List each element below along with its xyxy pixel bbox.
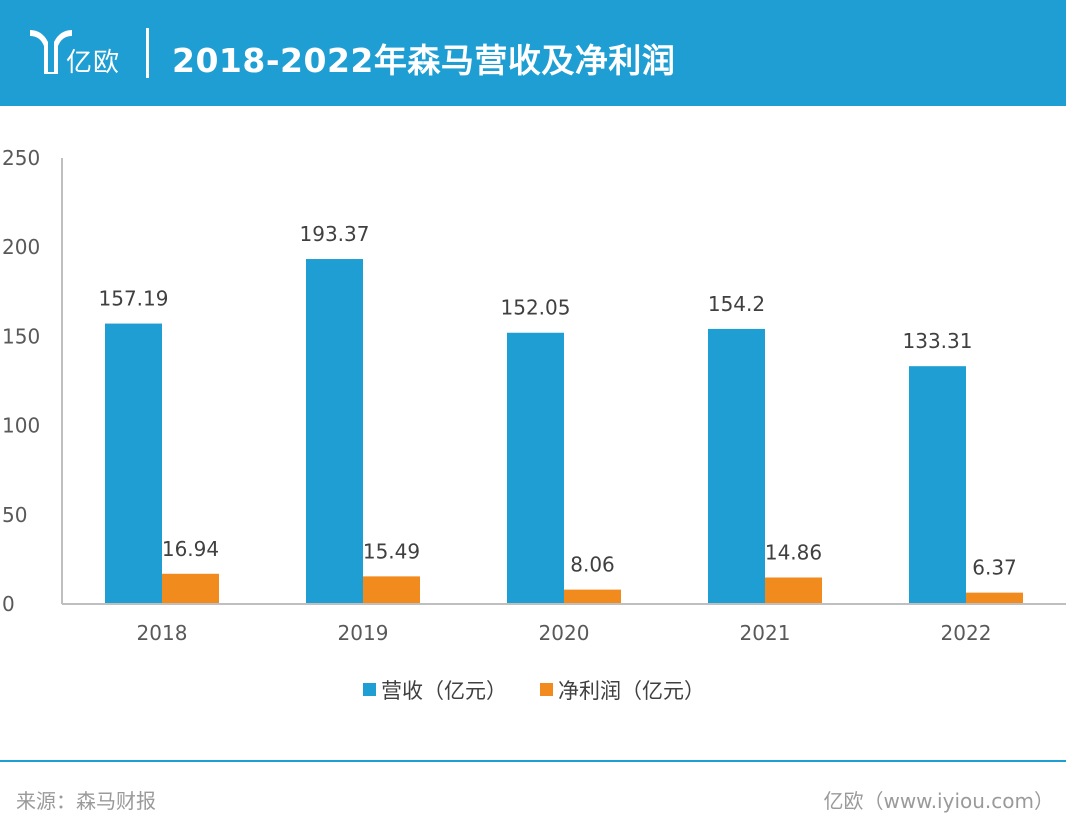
header-divider [146,28,149,78]
revenue-bar [507,332,564,604]
footer-divider [0,760,1066,762]
x-tick-label: 2020 [539,621,590,645]
site-credit: 亿欧（www.iyiou.com） [823,789,1054,813]
legend-label-revenue: 营收（亿元） [381,679,507,703]
y-tick-label: 200 [2,235,40,259]
revenue-bar [909,366,966,604]
revenue-bar [708,328,765,604]
y-tick-label: 100 [2,414,40,438]
profit-bar [564,589,621,604]
revenue-bar [105,323,162,604]
legend-swatch-revenue [363,683,376,696]
revenue-data-label: 133.31 [903,329,973,353]
source-note: 来源：森马财报 [16,789,156,813]
profit-bar [162,573,219,604]
bar-chart: 0 50 100 150 200 250 157.19 16.94 2018 193.37 15.4… [2,146,1066,703]
x-tick-label: 2019 [338,621,389,645]
profit-bar [363,576,420,604]
revenue-data-label: 152.05 [501,296,571,320]
legend-swatch-profit [540,683,553,696]
page-title: 2018-2022年森马营收及净利润 [172,41,676,80]
revenue-data-label: 157.19 [99,287,169,311]
y-tick-label: 50 [2,503,27,527]
profit-data-label: 15.49 [363,539,420,563]
profit-data-label: 14.86 [765,540,822,564]
x-tick-label: 2022 [941,621,992,645]
profit-data-label: 8.06 [570,553,615,577]
header-banner: 亿欧 2018-2022年森马营收及净利润 [0,0,1066,106]
profit-data-label: 16.94 [162,537,219,561]
legend-label-profit: 净利润（亿元） [558,679,705,703]
revenue-data-label: 193.37 [300,222,370,246]
revenue-bar [306,259,363,604]
profit-bar [765,577,822,604]
y-tick-label: 250 [2,146,40,170]
yiou-logo-icon [30,30,72,74]
x-tick-label: 2018 [137,621,188,645]
brand-name: 亿欧 [66,48,121,78]
x-tick-label: 2021 [740,621,791,645]
y-tick-label: 0 [2,592,15,616]
revenue-data-label: 154.2 [708,292,765,316]
y-tick-label: 150 [2,324,40,348]
profit-bar [966,592,1023,604]
profit-data-label: 6.37 [972,556,1017,580]
